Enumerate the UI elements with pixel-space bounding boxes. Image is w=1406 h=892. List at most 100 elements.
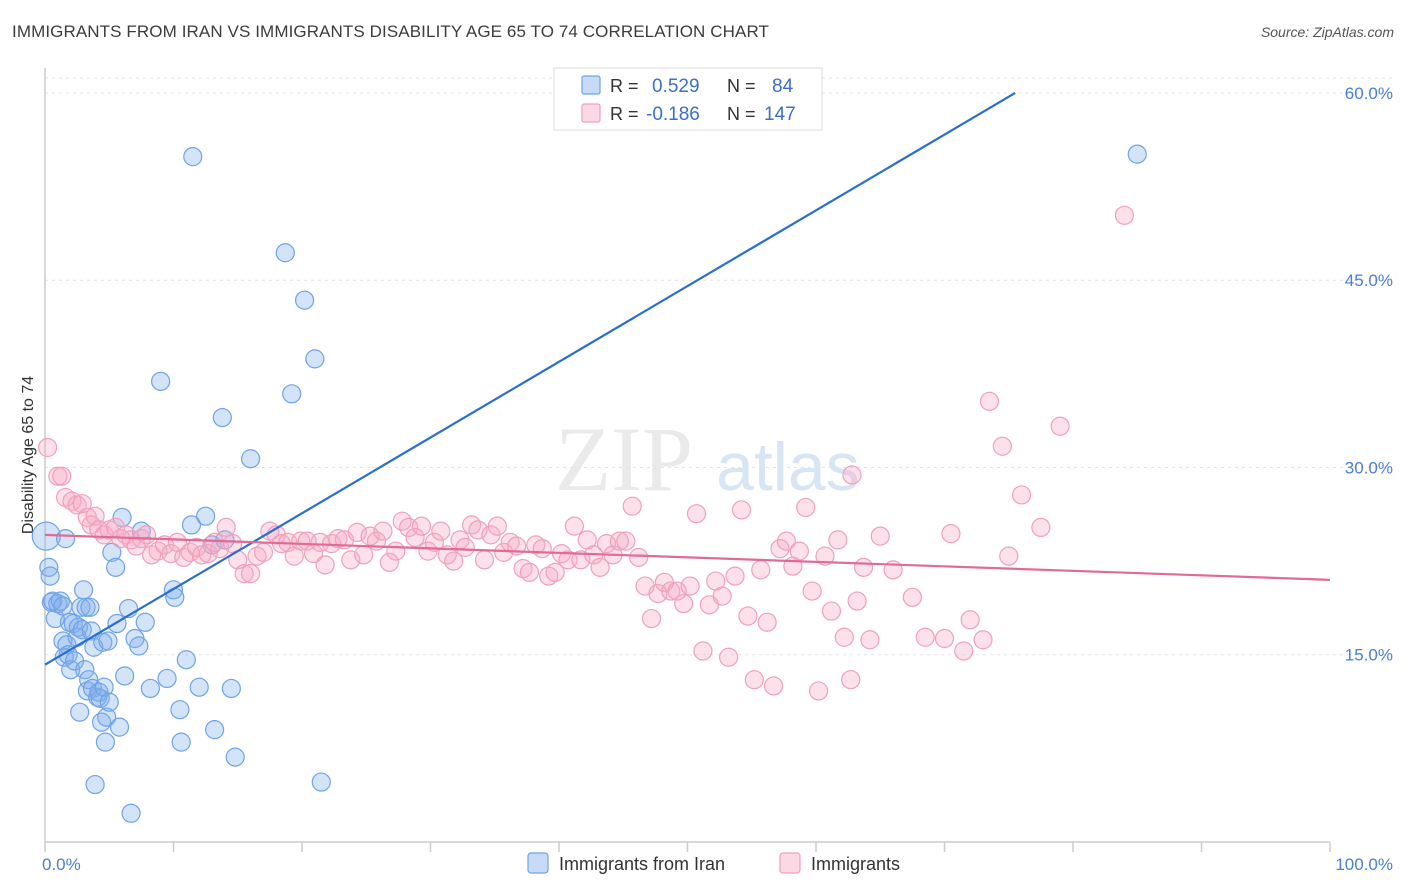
immigrants-point-139 — [954, 641, 974, 661]
legend-r-label-immigrants: R = — [610, 104, 639, 124]
immigrants-point-65 — [424, 532, 444, 552]
immigrants-point-136 — [902, 587, 922, 607]
iran-point-23 — [73, 580, 94, 600]
immigrants-point-75 — [487, 516, 507, 536]
iran-point-69 — [212, 407, 232, 428]
iran-point-38 — [94, 677, 114, 697]
legend-swatch-iran — [581, 75, 601, 95]
immigrants-point-88 — [571, 550, 591, 570]
iran-point-64 — [183, 147, 203, 167]
immigrants-point-54 — [354, 545, 374, 565]
immigrants-point-16 — [121, 530, 141, 550]
iran-point-28 — [80, 597, 100, 617]
iran-point-56 — [151, 371, 171, 391]
immigrants-point-102 — [661, 581, 681, 601]
immigrants-point-2 — [52, 466, 72, 486]
iran-point-39 — [95, 732, 115, 752]
immigrants-point-113 — [731, 500, 752, 520]
immigrants-point-145 — [1031, 517, 1051, 538]
iran-point-79 — [1127, 144, 1147, 164]
bottom-legend-swatch-iran — [527, 852, 549, 874]
immigrants-point-125 — [808, 681, 829, 701]
immigrants-point-118 — [763, 676, 784, 696]
legend-n-label-immigrants: N = — [727, 104, 756, 124]
immigrants-point-111 — [719, 647, 739, 667]
iran-trend-line — [44, 92, 1016, 666]
immigrants-point-0 — [37, 437, 58, 458]
immigrants-point-19 — [136, 525, 157, 545]
immigrants-point-119 — [770, 539, 790, 559]
iran-point-55 — [140, 678, 160, 699]
immigrants-point-147 — [1114, 205, 1135, 225]
immigrants-point-137 — [915, 627, 935, 647]
immigrants-point-53 — [347, 522, 367, 543]
immigrants-point-96 — [622, 496, 642, 516]
immigrants-point-117 — [757, 612, 777, 632]
iran-point-41 — [98, 631, 118, 651]
immigrants-point-129 — [834, 627, 854, 647]
immigrants-point-80 — [519, 562, 540, 582]
iran-point-71 — [221, 678, 241, 699]
immigrants-point-91 — [590, 557, 610, 577]
immigrants-point-66 — [431, 521, 451, 541]
iran-point-63 — [181, 515, 202, 535]
iran-point-65 — [189, 677, 209, 697]
series-immigrants-from-iran — [31, 144, 1147, 823]
immigrants-point-148 — [941, 524, 961, 544]
immigrants-point-138 — [934, 628, 955, 649]
immigrants-point-50 — [328, 529, 348, 549]
immigrants-point-141 — [973, 630, 993, 650]
immigrants-point-28 — [192, 545, 212, 565]
immigrants-point-128 — [828, 530, 848, 550]
immigrants-point-29 — [198, 544, 218, 564]
iran-point-48 — [115, 666, 135, 686]
immigrants-point-70 — [455, 537, 475, 557]
immigrants-point-99 — [641, 608, 662, 629]
iran-point-9 — [53, 596, 73, 616]
immigrants-point-52 — [341, 550, 361, 570]
iran-point-76 — [294, 290, 315, 310]
iran-point-6 — [48, 593, 68, 614]
iran-point-61 — [171, 732, 191, 752]
iran-point-20 — [70, 702, 90, 722]
immigrants-point-95 — [616, 531, 636, 551]
immigrants-point-114 — [738, 606, 758, 626]
watermark: ZIP atlas — [555, 408, 860, 510]
iran-point-40 — [97, 707, 117, 727]
iran-point-11 — [55, 529, 76, 549]
bottom-legend-swatch-immigrants — [779, 852, 801, 874]
immigrants-point-48 — [315, 555, 335, 575]
legend-n-value-immigrants: 147 — [764, 104, 796, 125]
x-tick-label-right: 100.0% — [1335, 855, 1393, 874]
iran-point-50 — [121, 803, 141, 823]
iran-point-46 — [109, 717, 130, 737]
immigrants-point-62 — [405, 527, 425, 547]
immigrants-point-105 — [680, 576, 700, 596]
immigrants-point-44 — [291, 531, 311, 551]
y-axis-title: Disability Age 65 to 74 — [20, 376, 37, 534]
immigrants-point-68 — [444, 551, 464, 571]
trend-lines — [44, 92, 1331, 666]
immigrants-point-120 — [776, 531, 797, 551]
iran-point-31 — [84, 637, 104, 657]
immigrants-point-130 — [841, 670, 861, 690]
iran-point-44 — [106, 557, 126, 577]
immigrants-point-122 — [789, 541, 809, 561]
chart-source: Source: ZipAtlas.com — [1260, 24, 1394, 40]
immigrants-point-112 — [725, 566, 745, 586]
y-axis-tick-labels: 15.0% 30.0% 45.0% 60.0% — [1345, 84, 1393, 665]
immigrants-point-127 — [821, 601, 842, 621]
immigrants-point-126 — [815, 546, 835, 566]
immigrants-point-149 — [999, 546, 1019, 566]
legend-n-value-iran: 84 — [772, 76, 794, 97]
immigrants-point-32 — [216, 517, 236, 538]
iran-point-62 — [176, 650, 196, 670]
immigrants-point-146 — [1050, 416, 1070, 436]
immigrants-point-63 — [411, 516, 432, 536]
iran-point-42 — [99, 692, 119, 712]
immigrants-point-82 — [532, 539, 552, 559]
iran-point-52 — [129, 636, 149, 656]
immigrants-point-31 — [210, 539, 230, 559]
series-immigrants — [37, 205, 1135, 701]
immigrants-point-59 — [386, 541, 406, 561]
